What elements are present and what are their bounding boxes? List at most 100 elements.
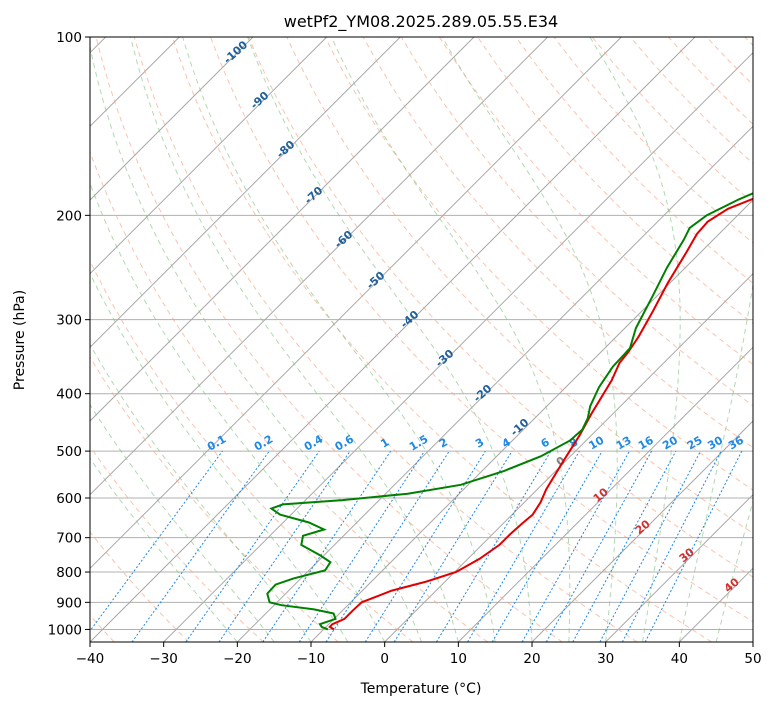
mixing-ratio-label: 0.6	[333, 432, 357, 453]
mixing-ratio-label: 36	[726, 433, 746, 452]
dry-adiabat	[210, 37, 753, 623]
dry-adiabat	[400, 37, 753, 407]
mixing-ratio-label: 1	[378, 436, 391, 451]
x-tick-label: 50	[744, 651, 761, 667]
y-tick-label: 500	[56, 444, 82, 460]
dry-adiabat	[438, 37, 753, 366]
isotherm-line	[531, 420, 753, 642]
moist-adiabat	[715, 499, 753, 642]
isotherm-line	[90, 37, 328, 275]
moist-adiabat	[182, 37, 496, 642]
moist-adiabat	[589, 37, 681, 642]
moist-adiabat	[441, 37, 618, 642]
x-tick-label: −40	[76, 651, 105, 667]
dry-adiabat	[90, 356, 339, 642]
y-tick-label: 200	[56, 208, 82, 224]
background-lines	[90, 37, 753, 642]
mixing-ratio-line	[325, 450, 450, 642]
x-axis-label: Temperature (°C)	[360, 681, 482, 697]
isotherm-line	[163, 51, 753, 642]
x-tick-label: 40	[671, 651, 688, 667]
dry-adiabat-label: -20	[471, 382, 495, 405]
x-tick-label: 10	[450, 651, 467, 667]
plot-frame	[89, 36, 754, 643]
dry-adiabat-label: -60	[332, 228, 356, 251]
dry-adiabat	[744, 37, 753, 47]
isotherm-line	[90, 37, 475, 422]
x-tick-label: 20	[523, 651, 540, 667]
temperature-profile	[328, 197, 753, 631]
dry-adiabat	[95, 37, 563, 642]
dry-adiabat-label: -50	[364, 269, 388, 292]
moist-adiabat	[90, 457, 238, 642]
dry-adiabat	[248, 37, 753, 578]
mixing-ratio-line	[572, 450, 677, 642]
dry-adiabat	[90, 150, 488, 642]
dry-adiabat-label: -70	[302, 184, 326, 207]
mixing-ratio-line	[467, 450, 580, 642]
mixing-ratio-label: 16	[636, 433, 656, 452]
mixing-ratio-line	[545, 450, 653, 642]
dewpoint-profile	[266, 192, 753, 631]
mixing-ratio-line	[393, 450, 513, 642]
dry-adiabat-label: -80	[274, 138, 298, 161]
moist-adiabat	[130, 37, 459, 642]
y-tick-label: 1000	[48, 622, 82, 638]
dry-adiabat-label: -40	[398, 308, 422, 331]
y-axis-label: Pressure (hPa)	[12, 290, 28, 390]
mixing-ratio-label: 0.4	[302, 432, 326, 453]
mixing-ratio-label: 1.5	[407, 433, 430, 454]
dry-adiabat	[286, 37, 753, 534]
moist-adiabat	[90, 181, 386, 642]
isotherm-line	[310, 199, 753, 642]
mixing-ratio-label: 0.2	[252, 433, 275, 454]
mixing-ratio-line	[185, 450, 320, 642]
reference-labels: 0.1 0.2 0.4 0.6 1 1.5 2 3 4 6 8 10 13 16 20 25 30 36-100-…	[205, 38, 746, 595]
axis-ticks: −40 −30 −20 −10 0 10 20 30 40 50 1000 900 800 700 600 5…	[48, 30, 762, 667]
isotherm-line	[90, 37, 549, 496]
isotherm-line	[90, 37, 254, 201]
mixing-ratio-line	[644, 450, 743, 642]
dry-adiabat	[706, 37, 753, 86]
isotherm-line	[384, 272, 753, 642]
mixing-ratio-label: 3	[473, 436, 486, 451]
chart-title: wetPf2_YM08.2025.289.05.55.E34	[284, 12, 558, 32]
mixing-ratio-label: 4	[500, 435, 513, 450]
mixing-ratio-label: 20	[660, 433, 680, 452]
mixing-ratio-line	[435, 450, 552, 642]
isotherm-line	[90, 37, 401, 349]
dry-adiabat	[171, 37, 712, 642]
y-tick-label: 800	[56, 565, 82, 581]
x-tick-label: 0	[380, 651, 389, 667]
y-tick-label: 700	[56, 531, 82, 547]
mixing-ratio-label: 6	[539, 435, 552, 450]
x-tick-label: −30	[149, 651, 178, 667]
mixing-ratio-label: 25	[685, 434, 705, 453]
x-tick-label: −10	[297, 651, 326, 667]
y-tick-label: 300	[56, 313, 82, 329]
y-tick-label: 100	[56, 30, 82, 46]
isotherm-line	[236, 125, 753, 642]
mixing-ratio-line	[262, 450, 392, 642]
moist-adiabat	[90, 272, 349, 642]
mixing-ratio-line	[90, 450, 223, 632]
moist-adiabat	[330, 37, 571, 642]
y-tick-label: 400	[56, 387, 82, 403]
moist-adiabat	[247, 37, 533, 642]
dry-adiabat	[515, 37, 753, 284]
isotherm-line	[678, 567, 753, 642]
mixing-ratio-line	[218, 450, 351, 642]
mixing-ratio-line	[521, 450, 630, 642]
isotherm-line	[605, 493, 753, 642]
moist-adiabat-label: 30	[677, 545, 697, 565]
moist-adiabat	[90, 403, 275, 642]
moist-adiabat-label: 40	[722, 575, 742, 595]
dry-adiabat-label: -30	[433, 347, 457, 370]
mixing-ratio-label: 10	[587, 433, 607, 452]
dry-adiabat	[133, 37, 638, 642]
mixing-ratio-label: 2	[437, 436, 450, 451]
y-tick-label: 900	[56, 595, 82, 611]
y-tick-label: 600	[56, 491, 82, 507]
dry-adiabat	[90, 259, 414, 642]
